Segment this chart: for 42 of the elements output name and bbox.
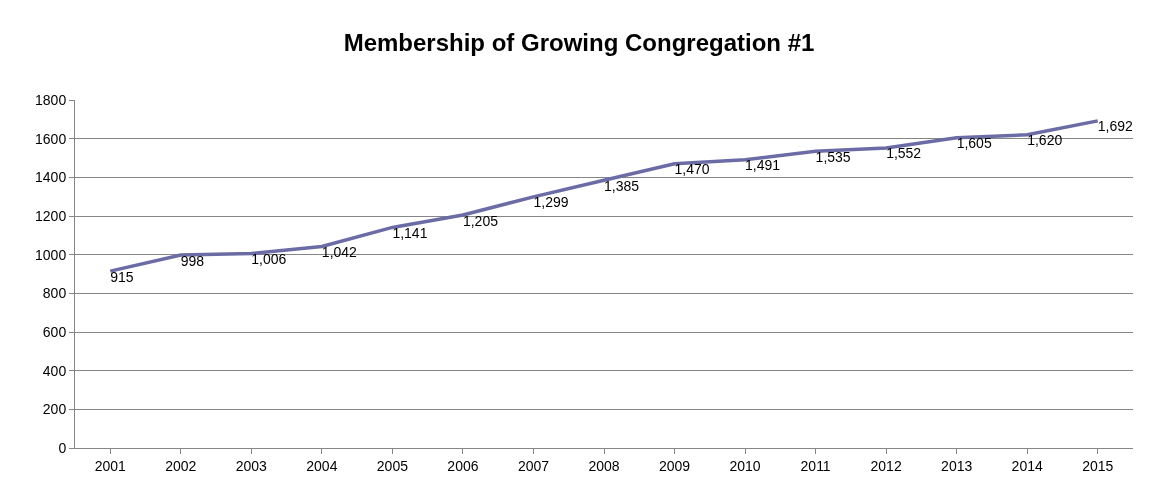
- y-tick-label: 1400: [35, 169, 67, 186]
- data-label: 1,385: [604, 177, 640, 194]
- data-label: 1,042: [321, 244, 358, 261]
- y-tick-label: 800: [42, 285, 67, 302]
- data-label: 1,692: [1097, 118, 1133, 135]
- y-tick-label: 200: [42, 401, 67, 418]
- x-tick-label: 2005: [376, 457, 409, 474]
- y-tick-label: 1000: [35, 246, 67, 263]
- x-tick-label: 2009: [658, 457, 691, 474]
- x-tick-label: 2014: [1011, 457, 1043, 474]
- y-tick-label: 0: [58, 439, 67, 456]
- x-tick-label: 2002: [165, 457, 197, 474]
- x-tick-label: 2004: [306, 457, 338, 474]
- data-label: 915: [110, 268, 134, 285]
- y-tick-label: 1200: [35, 207, 67, 224]
- data-label: 1,470: [674, 161, 710, 178]
- data-label: 1,605: [956, 135, 992, 152]
- data-label: 1,535: [815, 148, 851, 165]
- chart-title: Membership of Growing Congregation #1: [343, 28, 815, 56]
- data-label: 1,299: [533, 194, 569, 211]
- data-label: 1,205: [462, 212, 499, 229]
- y-tick-label: 1800: [35, 91, 67, 108]
- x-tick-label: 2013: [941, 457, 973, 474]
- y-tick-label: 400: [42, 362, 67, 379]
- data-label: 1,491: [745, 157, 781, 174]
- data-label: 1,552: [886, 145, 922, 162]
- x-tick-label: 2012: [870, 457, 902, 474]
- data-label: 998: [180, 252, 205, 269]
- x-tick-label: 2008: [588, 457, 620, 474]
- y-tick-label: 600: [42, 323, 67, 340]
- line-series: [108, 119, 1100, 273]
- x-tick-label: 2006: [447, 457, 479, 474]
- data-label: 1,620: [1027, 132, 1063, 149]
- x-tick-label: 2011: [800, 457, 831, 474]
- x-tick-label: 2010: [729, 457, 761, 474]
- x-tick-label: 2001: [94, 457, 127, 474]
- y-tick-label: 1600: [35, 130, 67, 147]
- data-label: 1,006: [251, 251, 287, 268]
- x-tick-label: 2007: [517, 457, 550, 474]
- data-label: 1,141: [392, 224, 428, 241]
- x-tick-label: 2003: [235, 457, 268, 474]
- x-tick-label: 2015: [1082, 457, 1114, 474]
